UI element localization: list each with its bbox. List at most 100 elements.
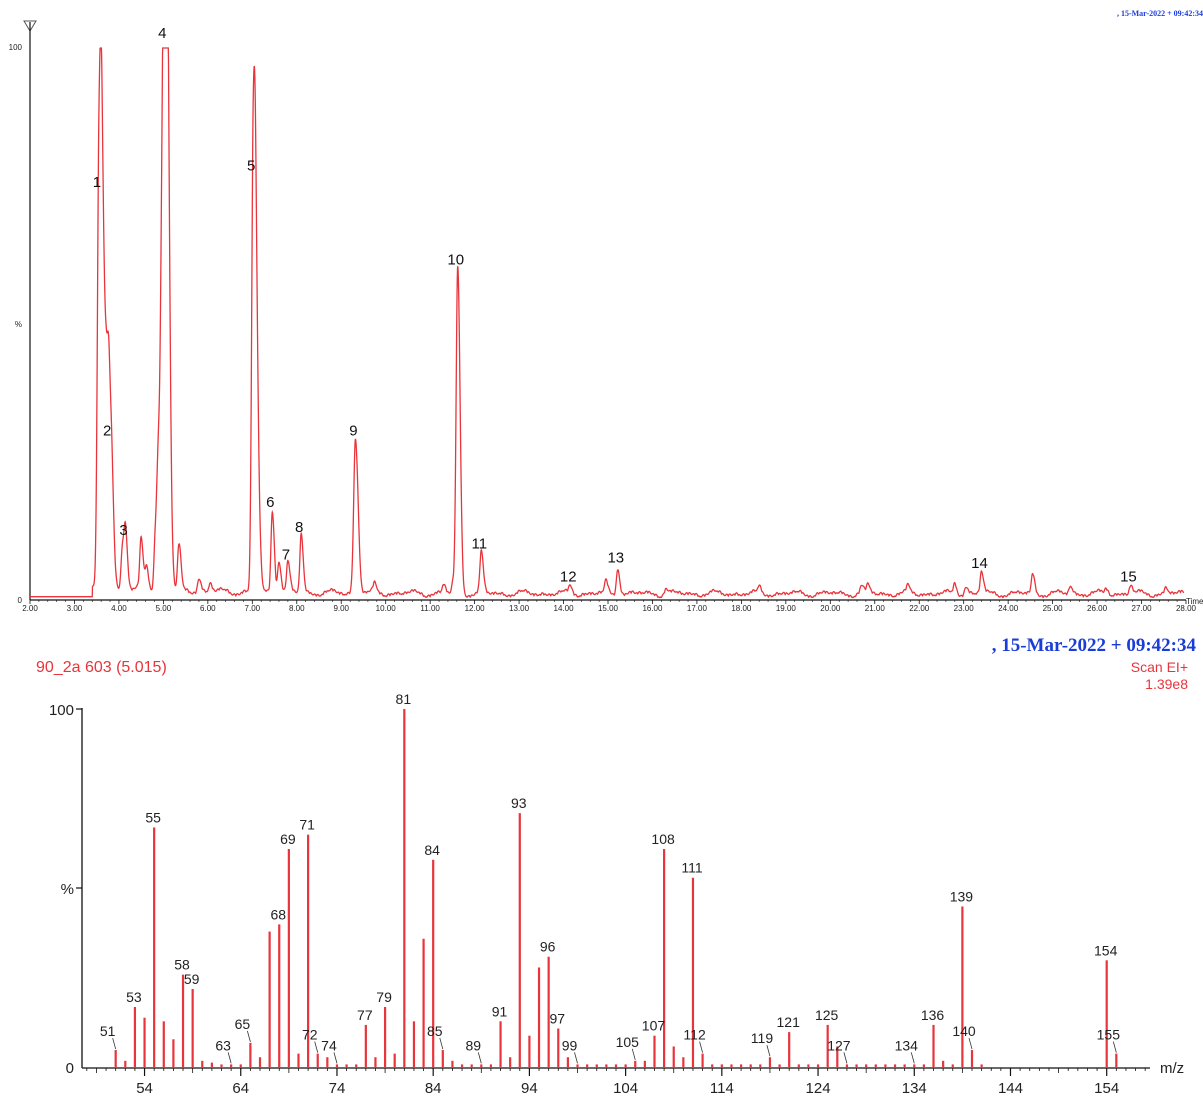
ms-bar-label: 136 [921,1007,945,1023]
ms-bar [316,1053,319,1068]
ms-bar-label: 99 [562,1037,578,1053]
ms-bar [980,1064,983,1068]
ms-bar-label: 51 [100,1023,116,1039]
chrom-y-label-mid: % [15,320,22,329]
ms-bar [663,849,666,1068]
ms-bar-label: 105 [616,1034,640,1050]
ms-label-leader [910,1052,915,1064]
ms-bar [220,1064,223,1068]
ms-x-tick-label: 84 [425,1080,442,1097]
ms-x-tick-label: 104 [613,1080,638,1097]
ms-bar [932,1024,935,1068]
ms-bar-label: 89 [466,1037,482,1053]
ms-y-label-zero: 0 [66,1060,74,1077]
chrom-x-tick-label: 23.00 [954,604,975,612]
ms-x-tick-label: 114 [710,1080,734,1097]
ms-bar [278,924,281,1068]
ms-bar [210,1062,213,1068]
ms-bar [1105,960,1108,1068]
ms-bar [153,827,156,1068]
ms-bar-label: 93 [511,795,527,811]
ms-bar-label: 84 [424,842,440,858]
chrom-y-label-zero: 0 [18,596,23,605]
ms-bar [566,1057,569,1068]
ms-label-leader [314,1041,319,1053]
ms-bar-label: 112 [683,1027,706,1043]
ms-bar-label: 125 [815,1007,839,1023]
chromatogram-chart: , 15-Mar-2022 + 09:42:34 100 % 0 2.00 3.0… [9,9,1203,612]
chrom-peak-label: 1 [93,174,101,191]
chrom-peak-label: 15 [1120,569,1137,586]
chrom-x-tick-label: 6.00 [200,604,216,612]
ms-bar [586,1064,589,1068]
ms-bar [547,956,550,1068]
ms-bar [124,1060,127,1068]
ms-scan-id: 90_2a 603 (5.015) [36,659,167,676]
chrom-x-tick-label: 7.00 [245,604,261,612]
ms-bar [326,1057,329,1068]
chrom-peak-label: 12 [560,569,577,586]
chrom-x-tick-label: 14.00 [554,604,575,612]
ms-bar [614,1064,618,1068]
chrom-peak-label: 10 [447,251,464,268]
ms-bar [480,1064,483,1068]
chrom-peak-label: 6 [266,494,274,511]
ms-bar [865,1064,868,1068]
chrom-peak-label: 11 [471,536,487,553]
ms-label-leader [227,1052,232,1064]
chrom-x-tick-label: 11.00 [420,604,440,612]
ms-header-date: , 15-Mar-2022 + 09:42:34 [992,635,1197,656]
chrom-peak-label: 2 [103,422,111,439]
ms-bar-label: 85 [427,1023,443,1039]
ms-bar [239,1064,242,1068]
ms-x-tick-label: 64 [232,1080,249,1097]
ms-bar-label: 111 [681,860,702,876]
ms-bar [287,849,290,1068]
ms-bar [576,1064,579,1068]
chrom-x-ticks: 2.00 3.00 4.00 5.00 6.00 7.00 8.00 9.00 10.00 11.… [22,600,1197,612]
chrom-trace-line [30,47,1185,599]
ms-bar-label: 154 [1094,942,1118,958]
ms-bar [412,1021,416,1068]
ms-bar-label: 71 [299,817,315,833]
chrom-x-tick-label: 5.00 [156,604,172,612]
ms-bar [432,859,435,1068]
ms-bar [711,1064,714,1068]
ms-bar [874,1064,877,1068]
ms-label-leader [477,1052,482,1064]
ms-y-label-mid: % [61,881,74,898]
ms-bar [605,1064,608,1068]
ms-bar [383,1006,387,1068]
ms-bar-label: 79 [376,989,392,1005]
ms-bar [345,1064,348,1068]
ms-bar-label: 77 [357,1007,373,1023]
ms-bar [133,1006,137,1068]
ms-bar-label: 74 [321,1037,337,1053]
ms-bar [258,1057,262,1068]
ms-bar [634,1060,637,1068]
ms-bar-label: 139 [950,888,974,904]
ms-bar [249,1042,252,1068]
ms-bar [970,1050,974,1068]
ms-bar [701,1053,704,1068]
ms-scan-mode: Scan EI+ [1131,659,1188,675]
ms-bar-label: 58 [174,957,190,973]
ms-x-tick-label: 154 [1094,1080,1119,1097]
ms-bar-label: 55 [145,809,161,825]
ms-bar-label: 127 [827,1037,851,1053]
ms-bar [470,1064,473,1068]
ms-bar-label: 155 [1097,1027,1121,1043]
chrom-x-tick-label: 13.00 [509,604,530,612]
ms-bar [720,1064,723,1068]
ms-intensity: 1.39e8 [1145,676,1188,692]
ms-bar [759,1064,762,1068]
ms-bar-label: 134 [895,1037,919,1053]
ms-x-tick-label: 74 [329,1080,346,1097]
ms-bar [672,1046,675,1068]
ms-bar [557,1028,560,1068]
ms-bar [682,1057,685,1068]
ms-bar-label: 69 [280,831,296,847]
ms-bar [518,813,521,1068]
ms-bars [114,709,1118,1068]
